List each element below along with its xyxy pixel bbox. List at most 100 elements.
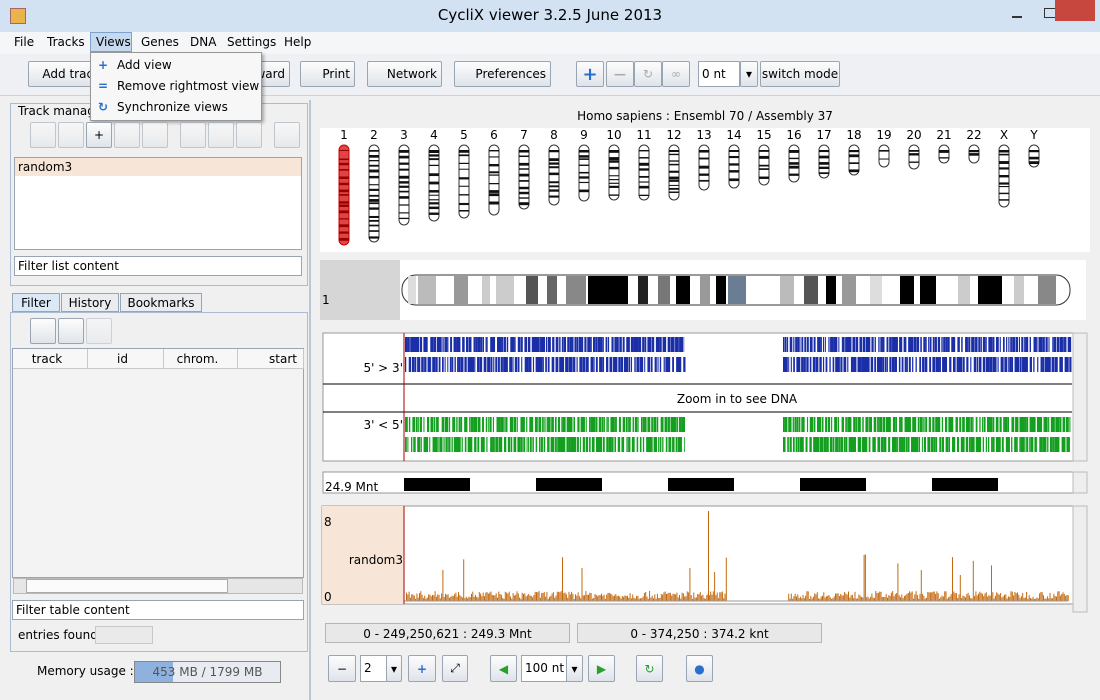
toolbar-icon-button[interactable]: — [606,61,634,87]
band [429,212,439,215]
signal-bar [594,594,596,601]
dropdown-arrow[interactable]: ▾ [740,61,758,87]
strand-bar [941,417,944,432]
icon-button[interactable] [180,122,206,148]
table-header[interactable]: id [88,349,164,369]
strand-bar [602,357,605,372]
signal-bar [957,598,959,601]
strand-bar [976,357,979,372]
close-button[interactable] [1055,0,1095,21]
toolbar-button[interactable]: Preferences [454,61,551,87]
signal-bar [827,595,829,601]
strand-bar [642,337,645,352]
strand-bar [498,337,502,352]
fit-button[interactable]: ⤢ [442,655,468,682]
views-field[interactable]: 2 [360,655,388,682]
menu-item[interactable]: Settings [227,35,277,49]
strand-bar [473,337,476,352]
table-header[interactable]: track [13,349,88,369]
dropdown-item[interactable]: Synchronize views [117,100,228,114]
zoom-out-button[interactable]: − [328,655,356,682]
band [849,162,859,164]
icon-button[interactable] [236,122,262,148]
strand-bar [601,417,604,432]
band [339,150,349,152]
strand-bar [1019,437,1021,452]
strand-bar [623,357,627,372]
home-button[interactable]: ● [686,655,713,682]
strand-bar [561,437,564,452]
scroll-thumb[interactable] [26,579,228,593]
table-header[interactable]: chrom. [164,349,238,369]
band [339,194,349,196]
strand-bar [1000,357,1004,372]
tab[interactable]: Filter [12,293,60,312]
icon-button[interactable]: + [86,122,112,148]
strand-bar [783,417,785,432]
strand-bar [907,437,910,452]
menu-item[interactable]: Tracks [47,35,85,49]
menu-item[interactable]: Genes [141,35,179,49]
dropdown-item[interactable]: Add view [117,58,172,72]
strand-bar [532,437,534,452]
icon-button[interactable] [30,122,56,148]
strand-bar [789,337,793,352]
signal-bar [610,593,612,601]
strand-bar [1050,437,1053,452]
icon-button[interactable] [30,318,56,344]
tab[interactable]: Bookmarks [120,293,202,312]
minimize-button[interactable] [1012,4,1022,18]
signal-bar [724,593,726,601]
step-control[interactable]: 100 nt [521,655,567,682]
strand-bar [619,337,622,352]
reload-button[interactable]: ↻ [636,655,663,682]
toolbar-icon-button[interactable]: + [576,61,604,87]
strand-bar [852,437,855,452]
strand-bar [880,437,884,452]
switch-mode-button[interactable]: switch mode [760,61,840,87]
strand-bar [622,337,625,352]
zoom-in-button[interactable]: + [408,655,436,682]
tab[interactable]: History [61,293,119,312]
icon-button[interactable] [274,122,300,148]
dropdown-item[interactable]: Remove rightmost view [117,79,260,93]
dropdown-arrow[interactable]: ▾ [386,655,402,682]
step-field[interactable]: 0 nt [698,61,740,87]
strand-bar [1048,357,1051,372]
right-button[interactable]: ▶ [588,655,615,682]
icon-button[interactable] [208,122,234,148]
signal-bar [881,597,883,601]
strand-bar [955,417,958,432]
band [1029,150,1039,153]
toolbar-icon-button[interactable]: ∞ [662,61,690,87]
strand-bar [405,417,408,432]
strand-bar [886,337,889,352]
dropdown-arrow[interactable]: ▾ [566,655,583,682]
signal-bar [537,592,539,601]
icon-button[interactable] [58,122,84,148]
icon-button[interactable] [114,122,140,148]
filter-list-field[interactable]: Filter list content [14,256,302,276]
strand-bar [517,437,520,452]
strand-bar [578,417,580,432]
icon-button[interactable] [58,318,84,344]
menu-item[interactable]: DNA [190,35,217,49]
band [549,185,559,188]
left-button[interactable]: ◀ [490,655,517,682]
list-item[interactable]: random3 [18,160,73,174]
filter-table-field[interactable]: Filter table content [12,600,304,620]
signal-bar [539,597,541,601]
toolbar-button[interactable]: Print [300,61,355,87]
signal-bar [623,596,625,601]
toolbar-icon-button[interactable]: ↻ [634,61,662,87]
menu-item[interactable]: File [14,35,35,49]
toolbar-button[interactable]: Network [367,61,442,87]
strand-bar [504,417,506,432]
icon-button[interactable] [86,318,112,344]
menu-item[interactable]: Views [96,35,131,49]
strand-bar [568,437,571,452]
strand-bar [499,437,503,452]
menu-item[interactable]: Help [284,35,312,49]
table-header[interactable]: start [238,349,304,369]
icon-button[interactable] [142,122,168,148]
